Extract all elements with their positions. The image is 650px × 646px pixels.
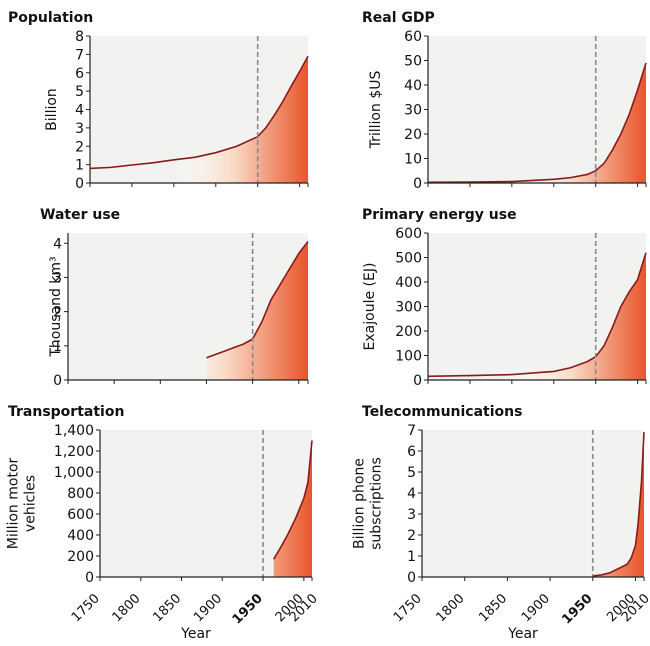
panel-4: Primary energy use 0 100 200 300 400 500 600 Exa… [362,207,647,389]
y-tick-label: 40 [404,78,422,94]
y-axis-label: Thousand km³ [48,256,64,357]
y-tick-label: 600 [395,226,422,242]
series-line [427,62,647,184]
x-tick-label: 1850 [476,591,510,625]
area-fill [428,62,646,184]
panel-2: Real GDP 0 10 20 30 40 50 60 Trillion $US [362,10,647,192]
panel-title: Primary energy use [362,207,517,223]
area-fill [428,252,646,380]
y-tick-label: 10 [404,152,422,168]
x-tick-label: 1900 [519,591,553,625]
y-tick-label: 6 [75,66,84,82]
panel-5: Transportation 0 200 400 600 800 1,000 1,200 1,4… [6,404,321,642]
y-tick-label: 1,000 [54,465,94,481]
plot-area [422,430,644,577]
x-axis-label: Year [507,626,538,642]
y-tick-label: 1,200 [54,444,94,460]
y-tick-label: 0 [75,176,84,192]
x-tick-label: 1750 [391,591,425,625]
panel-title: Population [8,10,93,26]
y-tick-label: 5 [75,84,84,100]
area-fill [592,432,644,577]
x-tick-label: 1750 [69,591,103,625]
y-axis-label: vehicles [23,475,39,532]
x-tick-label: 1950 [559,591,595,627]
series-line [206,241,309,359]
y-tick-label: 2 [407,528,416,544]
y-tick-label: 4 [53,236,62,252]
y-tick-label: 20 [404,127,422,143]
y-tick-label: 6 [407,444,416,460]
y-tick-label: 60 [404,29,422,45]
y-tick-label: 50 [404,54,422,70]
y-tick-label: 2 [53,305,62,321]
y-tick-label: 1 [75,158,84,174]
series-line [592,432,645,577]
x-tick-label: 1850 [150,591,184,625]
y-tick-label: 400 [395,275,422,291]
y-tick-label: 0 [407,570,416,586]
y-tick-label: 1,400 [54,423,94,439]
series-line [89,55,309,170]
x-axis-label: Year [180,626,211,642]
y-tick-label: 800 [67,486,94,502]
y-tick-label: 3 [53,270,62,286]
y-tick-label: 0 [53,373,62,389]
y-axis-label: Exajoule (EJ) [362,263,378,351]
y-tick-label: 30 [404,103,422,119]
x-tick-label: 1950 [230,591,266,627]
panel-3: Water use 0 1 2 3 4 Thousand km³ [40,207,309,389]
y-tick-label: 8 [75,29,84,45]
y-tick-label: 300 [395,300,422,316]
panel-6: Telecommunications 0 1 2 3 4 5 6 7 Billion phone s… [352,404,650,642]
y-axis-label: Million motor [6,457,22,549]
panel-title: Water use [40,207,120,223]
y-tick-label: 4 [407,486,416,502]
y-tick-label: 200 [67,549,94,565]
panel-title: Transportation [8,404,124,420]
y-tick-label: 0 [413,176,422,192]
y-tick-label: 600 [67,507,94,523]
area-fill [206,241,308,380]
y-tick-label: 1 [407,549,416,565]
y-tick-label: 3 [75,121,84,137]
y-tick-label: 4 [75,103,84,119]
y-tick-label: 500 [395,251,422,267]
y-tick-label: 7 [75,47,84,63]
y-tick-label: 7 [407,423,416,439]
y-axis-label: Trillion $US [368,71,384,150]
y-tick-label: 3 [407,507,416,523]
series-line [272,440,313,560]
y-tick-label: 100 [395,349,422,365]
y-tick-label: 1 [53,339,62,355]
y-axis-label: subscriptions [369,457,385,550]
y-tick-label: 0 [413,373,422,389]
x-tick-label: 1800 [110,591,144,625]
panel-title: Telecommunications [362,404,522,420]
y-tick-label: 0 [85,570,94,586]
y-tick-label: 400 [67,528,94,544]
y-tick-label: 2 [75,139,84,155]
y-axis-label: Billion phone [352,458,368,549]
plot-area [100,430,312,577]
x-tick-label: 1900 [191,591,225,625]
y-tick-label: 200 [395,324,422,340]
panel-1: Population 0 1 2 3 4 5 6 7 8 Billion [8,10,309,192]
y-tick-label: 5 [407,465,416,481]
panel-title: Real GDP [362,10,435,26]
x-tick-label: 1800 [434,591,468,625]
y-axis-label: Billion [44,88,60,131]
area-fill [90,56,308,183]
